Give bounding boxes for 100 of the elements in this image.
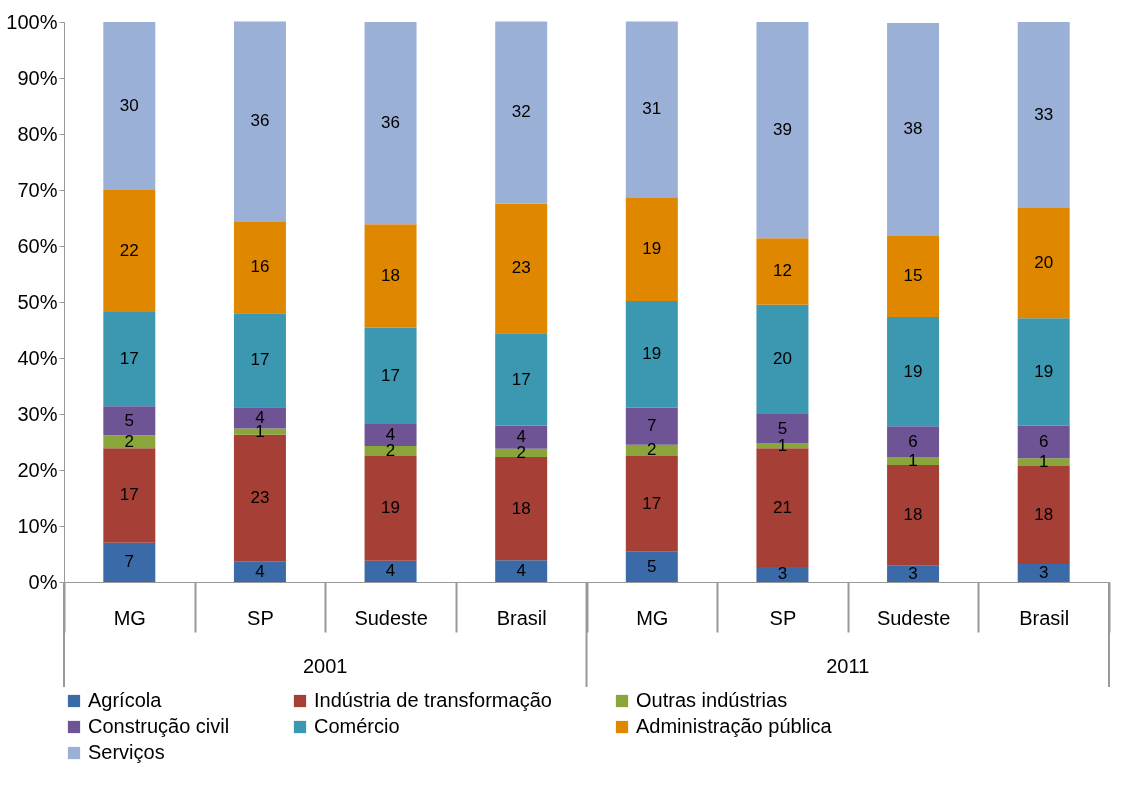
data-label: 3 — [908, 563, 918, 583]
data-label: 12 — [772, 261, 792, 281]
bar — [1017, 22, 1070, 208]
data-label: 17 — [119, 485, 139, 505]
data-label: 19 — [642, 344, 662, 364]
bar — [495, 457, 548, 561]
x-tick-label: Sudeste — [354, 606, 428, 629]
data-label: 18 — [511, 498, 531, 518]
data-label: 2 — [124, 431, 135, 451]
x-tick-label: MG — [113, 606, 146, 629]
bar — [887, 317, 940, 427]
y-tick-label: 10% — [17, 514, 58, 537]
bar — [625, 197, 678, 301]
data-label: 5 — [777, 418, 788, 438]
data-label: 4 — [385, 561, 396, 581]
bar — [625, 21, 678, 198]
bar — [103, 312, 156, 407]
data-label: 4 — [516, 427, 526, 447]
bar — [887, 464, 940, 566]
bar — [625, 456, 678, 552]
bar — [103, 435, 156, 449]
bar — [364, 445, 417, 456]
legend-label: Comércio — [314, 715, 400, 737]
y-tick-label: 20% — [17, 458, 58, 481]
data-label: 22 — [119, 241, 139, 261]
bar — [233, 561, 286, 582]
bar — [1017, 466, 1070, 565]
bar — [887, 235, 940, 318]
x-tick-label: Brasil — [496, 606, 547, 629]
y-tick-label: 50% — [17, 290, 58, 313]
y-tick-label: 90% — [17, 66, 58, 89]
data-label: 17 — [250, 350, 270, 370]
legend-label: Serviços — [88, 741, 165, 763]
data-label: 5 — [647, 556, 657, 576]
data-label: 19 — [903, 361, 923, 381]
bar — [233, 313, 286, 408]
y-tick-label: 40% — [17, 346, 58, 369]
data-label: 23 — [511, 258, 531, 278]
data-label: 5 — [124, 410, 135, 430]
data-label: 17 — [642, 493, 662, 513]
bar — [364, 327, 417, 425]
legend-label: Administração pública — [636, 715, 833, 737]
y-tick-label: 0% — [28, 570, 58, 593]
bar — [103, 406, 156, 436]
data-label: 3 — [1038, 563, 1049, 583]
bar — [103, 190, 156, 313]
bar — [364, 424, 417, 446]
x-tick-label: SP — [247, 606, 274, 629]
bar — [756, 22, 809, 239]
bar — [887, 565, 940, 582]
y-tick-label: 100% — [6, 10, 58, 33]
bar — [625, 300, 678, 408]
y-tick-label: 70% — [17, 178, 58, 201]
data-label: 18 — [903, 505, 923, 525]
bar — [364, 224, 417, 328]
data-label: 6 — [1038, 432, 1049, 451]
x-tick-label: Sudeste — [876, 606, 951, 629]
data-label: 18 — [381, 265, 401, 285]
data-label: 38 — [903, 119, 923, 139]
bar — [364, 560, 417, 582]
legend-label: Construção civil — [88, 715, 230, 737]
data-label: 33 — [1034, 104, 1054, 124]
bar — [1017, 207, 1070, 319]
bar — [495, 333, 548, 426]
data-label: 2 — [647, 440, 657, 460]
data-label: 16 — [250, 257, 270, 277]
bar — [495, 560, 548, 582]
bar — [625, 407, 678, 445]
bar — [756, 238, 809, 305]
data-label: 4 — [516, 561, 526, 581]
legend-label: Outras indústrias — [636, 689, 788, 711]
bar — [495, 203, 548, 334]
x-tick-label: Brasil — [1019, 606, 1070, 629]
legend-label: Indústria de transformação — [314, 689, 552, 711]
data-label: 17 — [381, 365, 401, 385]
y-tick-label: 60% — [17, 234, 58, 257]
bar — [756, 566, 809, 582]
bar — [887, 23, 940, 236]
data-label: 7 — [124, 552, 135, 572]
data-label: 17 — [511, 369, 531, 389]
bar — [1017, 318, 1070, 426]
data-label: 21 — [772, 497, 792, 517]
data-label: 6 — [908, 431, 918, 451]
data-label: 19 — [381, 498, 401, 518]
text: 2011 — [826, 655, 870, 677]
y-tick-label: 80% — [17, 122, 58, 145]
data-label: 19 — [1034, 362, 1054, 381]
bar — [625, 551, 678, 582]
data-label: 3 — [777, 564, 788, 584]
data-label: 30 — [119, 96, 139, 115]
x-tick-label: MG — [636, 606, 669, 629]
data-label: 15 — [903, 266, 923, 286]
text: 2001 — [303, 655, 348, 677]
bar — [103, 542, 156, 582]
bar — [495, 21, 548, 204]
data-label: 17 — [119, 349, 139, 369]
bar — [364, 22, 417, 225]
data-label: 32 — [511, 102, 531, 122]
data-label: 36 — [381, 113, 401, 133]
bar — [233, 221, 286, 314]
